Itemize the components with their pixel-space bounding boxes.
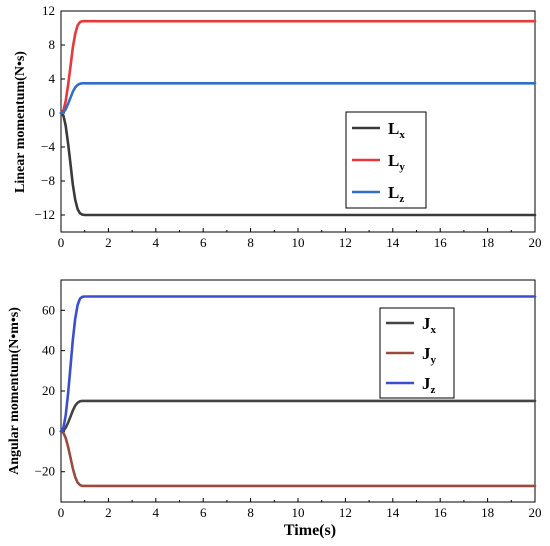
- legend-label-jz: Jz: [422, 374, 436, 396]
- y-tick-label: 4: [49, 71, 56, 86]
- x-axis-ticks: 0 2 4 6 8 10 12 14 16 18 20: [58, 228, 542, 250]
- series-line-lx: [59, 111, 537, 217]
- legend-label-main: J: [422, 374, 431, 393]
- legend-label-sub: x: [399, 129, 405, 141]
- y-tick-label: 8: [49, 37, 56, 52]
- series-line-jz: [59, 295, 537, 433]
- legend-label-lx: Lx: [388, 119, 405, 141]
- x-tick-label: 18: [481, 505, 494, 520]
- legend-label-main: L: [388, 183, 399, 202]
- legend-label-main: L: [388, 119, 399, 138]
- y-tick-label: −8: [41, 173, 55, 188]
- x-tick-label: 2: [105, 505, 112, 520]
- x-tick-label: 10: [292, 505, 305, 520]
- legend-label-jx: Jx: [422, 314, 437, 336]
- x-tick-label: 20: [529, 235, 542, 250]
- x-axis-label: Time(s): [284, 522, 336, 539]
- linear-momentum-chart: 0 2 4 6 8 10 12 14 16 18 20 12 8 4 0 −4 −8 −12 Linear mo…: [13, 3, 542, 250]
- y-tick-label: −20: [35, 464, 55, 479]
- x-tick-label: 12: [339, 505, 352, 520]
- x-tick-label: 0: [58, 235, 65, 250]
- legend-label-sub: z: [431, 384, 436, 396]
- x-tick-label: 8: [247, 235, 254, 250]
- series-line-ly: [59, 19, 537, 115]
- legend-label-main: J: [422, 314, 431, 333]
- y-tick-label: 60: [42, 302, 55, 317]
- plot-frame: [60, 279, 536, 503]
- y-axis-label: Angular momentum(N•m•s): [7, 307, 22, 475]
- x-tick-label: 12: [339, 235, 352, 250]
- x-tick-label: 2: [105, 235, 112, 250]
- x-tick-label: 4: [153, 505, 160, 520]
- y-tick-label: −4: [41, 139, 55, 154]
- legend-label-sub: z: [399, 193, 404, 205]
- series-lines: [59, 295, 537, 488]
- legend-label-lz: Lz: [388, 183, 404, 205]
- x-tick-label: 18: [481, 235, 494, 250]
- y-tick-label: −12: [35, 207, 55, 222]
- legend-label-sub: y: [431, 354, 437, 366]
- x-tick-label: 14: [386, 235, 400, 250]
- series-lines: [59, 19, 537, 217]
- y-tick-label: 40: [42, 343, 55, 358]
- x-tick-label: 20: [529, 505, 542, 520]
- x-tick-label: 4: [153, 235, 160, 250]
- x-tick-label: 8: [247, 505, 254, 520]
- plot-frame: [60, 10, 536, 233]
- series-line-jy: [59, 430, 537, 488]
- x-tick-label: 6: [200, 505, 207, 520]
- x-axis-ticks: 0 2 4 6 8 10 12 14 16 18 20: [58, 498, 542, 520]
- x-tick-label: 0: [58, 505, 65, 520]
- y-tick-label: 12: [42, 3, 55, 18]
- legend-label-jy: Jy: [422, 344, 437, 366]
- x-tick-label: 16: [434, 505, 448, 520]
- legend-label-sub: x: [431, 324, 437, 336]
- x-tick-label: 16: [434, 235, 448, 250]
- series-line-jx: [59, 399, 537, 433]
- legend-label-ly: Ly: [388, 151, 405, 173]
- y-tick-label: 20: [42, 383, 55, 398]
- x-tick-label: 14: [386, 505, 400, 520]
- angular-momentum-chart: 0 2 4 6 8 10 12 14 16 18 20 60 40 20 0 −20 Angular mom…: [7, 279, 542, 539]
- y-axis-ticks: 60 40 20 0 −20: [35, 302, 65, 479]
- y-tick-label: 0: [49, 423, 56, 438]
- legend-label-sub: y: [399, 161, 405, 173]
- legend-label-main: L: [388, 151, 399, 170]
- y-axis-label: Linear momentum(N•s): [13, 51, 28, 193]
- y-axis-ticks: 12 8 4 0 −4 −8 −12: [35, 3, 65, 222]
- x-tick-label: 10: [292, 235, 305, 250]
- series-line-lz: [59, 82, 537, 115]
- x-tick-label: 6: [200, 235, 207, 250]
- y-tick-label: 0: [49, 105, 56, 120]
- legend-label-main: J: [422, 344, 431, 363]
